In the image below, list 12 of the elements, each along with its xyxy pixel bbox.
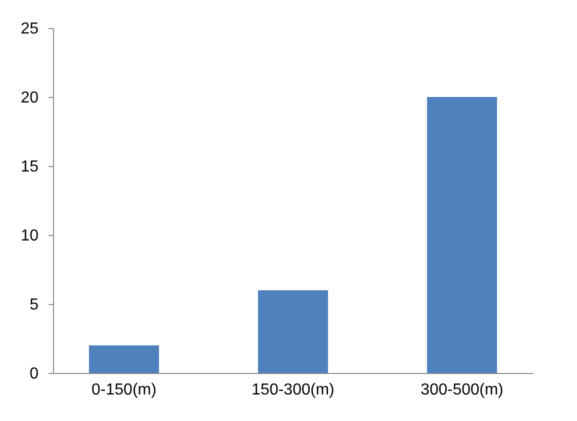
x-tick-label: 0-150(m) xyxy=(92,382,156,398)
y-tick-label: 25 xyxy=(20,20,39,38)
y-tick-label: 10 xyxy=(20,228,39,244)
y-tick-label: 15 xyxy=(20,158,39,176)
bar xyxy=(427,97,498,373)
y-tick-label: 5 xyxy=(30,296,39,314)
y-tick-label: 20 xyxy=(20,90,39,106)
x-tick-label: 150-300(m) xyxy=(252,382,334,398)
x-tick-label: 300-500(m) xyxy=(420,382,504,398)
bar xyxy=(88,345,159,373)
bar xyxy=(258,290,328,373)
y-tick-label: 0 xyxy=(30,366,39,382)
